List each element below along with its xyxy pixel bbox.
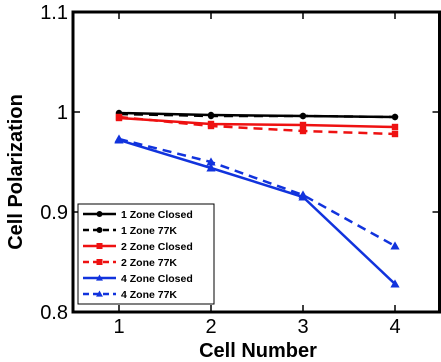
data-point bbox=[115, 113, 123, 121]
data-point bbox=[207, 112, 215, 120]
legend-item-4-zone-77k: 4 Zone 77K bbox=[83, 289, 177, 301]
legend-marker bbox=[96, 274, 103, 281]
plot-frame bbox=[71, 10, 441, 314]
series-line bbox=[118, 112, 396, 119]
data-point bbox=[391, 130, 399, 138]
x-axis-title: Cell Number bbox=[199, 340, 317, 362]
legend-marker bbox=[96, 290, 103, 297]
x-tick-label: 1 bbox=[113, 316, 124, 338]
x-tick-label: 3 bbox=[297, 316, 308, 338]
legend-label: 1 Zone Closed bbox=[121, 209, 193, 221]
data-point bbox=[207, 122, 215, 130]
series-line bbox=[118, 137, 396, 248]
legend-label: 2 Zone 77K bbox=[121, 257, 177, 269]
y-tick-label: 1.1 bbox=[40, 2, 68, 24]
legend: 1 Zone Closed 1 Zone 77K 2 Zone Closed 2 Zo… bbox=[77, 203, 215, 305]
data-point bbox=[391, 123, 399, 131]
data-point bbox=[206, 163, 216, 172]
y-axis-title: Cell Polarization bbox=[5, 94, 27, 250]
legend-item-1-zone-closed: 1 Zone Closed bbox=[83, 209, 193, 221]
legend-marker bbox=[96, 211, 103, 217]
series-2-zone-77k bbox=[115, 113, 399, 138]
data-point bbox=[299, 121, 307, 129]
legend-label: 1 Zone 77K bbox=[121, 225, 177, 237]
data-point bbox=[206, 157, 216, 166]
y-tick-label: 1 bbox=[57, 102, 68, 124]
x-tick-label: 2 bbox=[205, 316, 216, 338]
legend-marker bbox=[96, 227, 103, 233]
series-line bbox=[118, 115, 396, 136]
data-point bbox=[390, 241, 400, 250]
legend-item-2-zone-closed: 2 Zone Closed bbox=[83, 241, 193, 253]
legend-box bbox=[77, 203, 215, 305]
series-line bbox=[118, 138, 396, 285]
data-point bbox=[299, 127, 307, 135]
legend-item-1-zone-77k: 1 Zone 77K bbox=[83, 225, 177, 237]
legend-label: 2 Zone Closed bbox=[121, 241, 193, 253]
x-tick-label: 4 bbox=[389, 316, 400, 338]
series-4-zone-77k bbox=[114, 134, 400, 250]
legend-item-4-zone-closed: 4 Zone Closed bbox=[83, 273, 193, 285]
legend-label: 4 Zone 77K bbox=[121, 289, 177, 301]
data-point bbox=[390, 279, 400, 288]
y-tick-label: 0.9 bbox=[40, 202, 68, 224]
data-point bbox=[391, 113, 399, 121]
legend-label: 4 Zone Closed bbox=[121, 273, 193, 285]
y-tick-label: 0.8 bbox=[40, 302, 68, 324]
axes: 1 2 3 4 0.8 0.9 1 1.1 bbox=[40, 2, 441, 338]
data-point bbox=[298, 190, 308, 199]
data-point bbox=[299, 112, 307, 120]
legend-marker bbox=[96, 259, 103, 265]
series-line bbox=[118, 116, 396, 129]
plot-lines bbox=[114, 109, 400, 288]
legend-marker bbox=[96, 243, 103, 249]
legend-item-2-zone-77k: 2 Zone 77K bbox=[83, 257, 177, 269]
data-point bbox=[114, 134, 124, 143]
